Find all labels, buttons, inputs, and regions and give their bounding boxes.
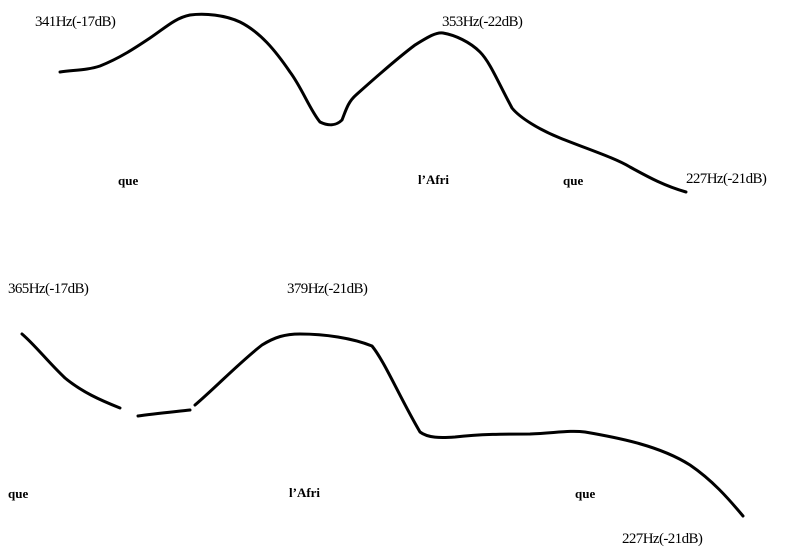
upper-syllable-que-2: que xyxy=(563,173,583,188)
upper-end-freq-label: 227Hz(-21dB) xyxy=(686,171,767,187)
lower-contour-line-segment-3 xyxy=(193,332,745,518)
lower-peak-freq-label: 379Hz(-21dB) xyxy=(287,281,368,297)
upper-peak-freq-label: 353Hz(-22dB) xyxy=(442,14,523,30)
lower-syllable-que-1: que xyxy=(8,486,28,501)
upper-syllable-lafri: l’Afri xyxy=(418,172,449,187)
lower-end-freq-label: 227Hz(-21dB) xyxy=(622,531,703,547)
lower-syllable-lafri: l’Afri xyxy=(289,485,320,500)
lower-contour: 365Hz(-17dB) 379Hz(-21dB) 227Hz(-21dB) q… xyxy=(8,281,745,547)
lower-contour-line-segment-1 xyxy=(20,332,122,410)
upper-syllable-que-1: que xyxy=(118,173,138,188)
upper-contour: 341Hz(-17dB) 353Hz(-22dB) 227Hz(-21dB) q… xyxy=(35,12,767,194)
lower-syllable-que-2: que xyxy=(575,486,595,501)
upper-contour-line xyxy=(58,12,688,194)
upper-start-freq-label: 341Hz(-17dB) xyxy=(35,14,116,30)
lower-contour-line-segment-2 xyxy=(136,408,192,418)
lower-start-freq-label: 365Hz(-17dB) xyxy=(8,281,89,297)
